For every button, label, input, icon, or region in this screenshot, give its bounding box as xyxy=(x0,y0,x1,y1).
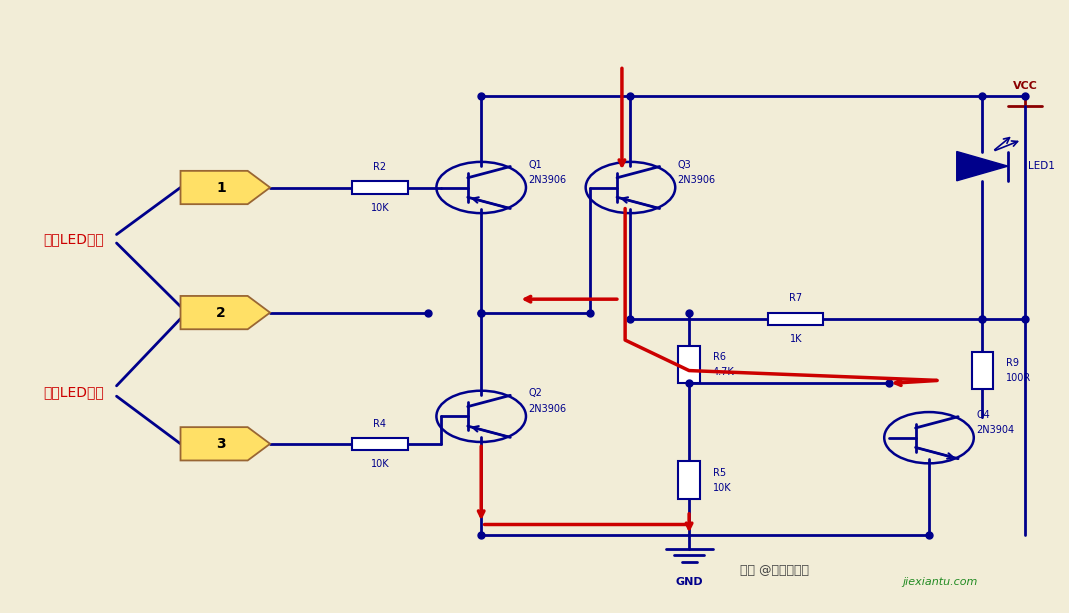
Bar xyxy=(679,346,700,383)
Text: LED1: LED1 xyxy=(1028,161,1055,171)
Text: Q2: Q2 xyxy=(528,389,542,398)
Text: 3: 3 xyxy=(216,437,226,451)
Bar xyxy=(972,352,993,389)
Text: 10K: 10K xyxy=(713,482,731,493)
Text: 4.7K: 4.7K xyxy=(713,367,734,377)
Text: R2: R2 xyxy=(373,162,387,172)
Bar xyxy=(352,181,407,194)
Text: 触摸LED灯关: 触摸LED灯关 xyxy=(44,232,105,246)
Polygon shape xyxy=(181,296,270,329)
Bar xyxy=(352,438,407,450)
Text: 10K: 10K xyxy=(371,203,389,213)
Text: 头条 @硬件大牛间: 头条 @硬件大牛间 xyxy=(740,563,809,577)
Text: R9: R9 xyxy=(1006,358,1019,368)
Text: Q4: Q4 xyxy=(976,409,990,420)
Text: jiexiantu.com: jiexiantu.com xyxy=(902,577,977,587)
Text: R7: R7 xyxy=(789,294,803,303)
Text: 2N3906: 2N3906 xyxy=(528,175,567,185)
Text: R6: R6 xyxy=(713,352,726,362)
Bar xyxy=(679,462,700,500)
Bar xyxy=(768,313,823,325)
Text: R4: R4 xyxy=(373,419,386,428)
Text: 触摸LED灯开: 触摸LED灯开 xyxy=(44,385,105,399)
Text: 1K: 1K xyxy=(790,334,802,344)
Polygon shape xyxy=(181,427,270,460)
Text: 2: 2 xyxy=(216,306,226,319)
Text: Q1: Q1 xyxy=(528,159,542,170)
Text: 2N3906: 2N3906 xyxy=(528,404,567,414)
Text: 100R: 100R xyxy=(1006,373,1031,383)
Text: R5: R5 xyxy=(713,468,726,478)
Polygon shape xyxy=(957,151,1008,181)
Text: 2N3904: 2N3904 xyxy=(976,425,1014,435)
Text: GND: GND xyxy=(676,577,703,587)
Text: VCC: VCC xyxy=(1012,81,1037,91)
Text: 2N3906: 2N3906 xyxy=(678,175,715,185)
Text: 10K: 10K xyxy=(371,459,389,469)
Polygon shape xyxy=(181,171,270,204)
Text: 1: 1 xyxy=(216,180,226,194)
Text: Q3: Q3 xyxy=(678,159,692,170)
